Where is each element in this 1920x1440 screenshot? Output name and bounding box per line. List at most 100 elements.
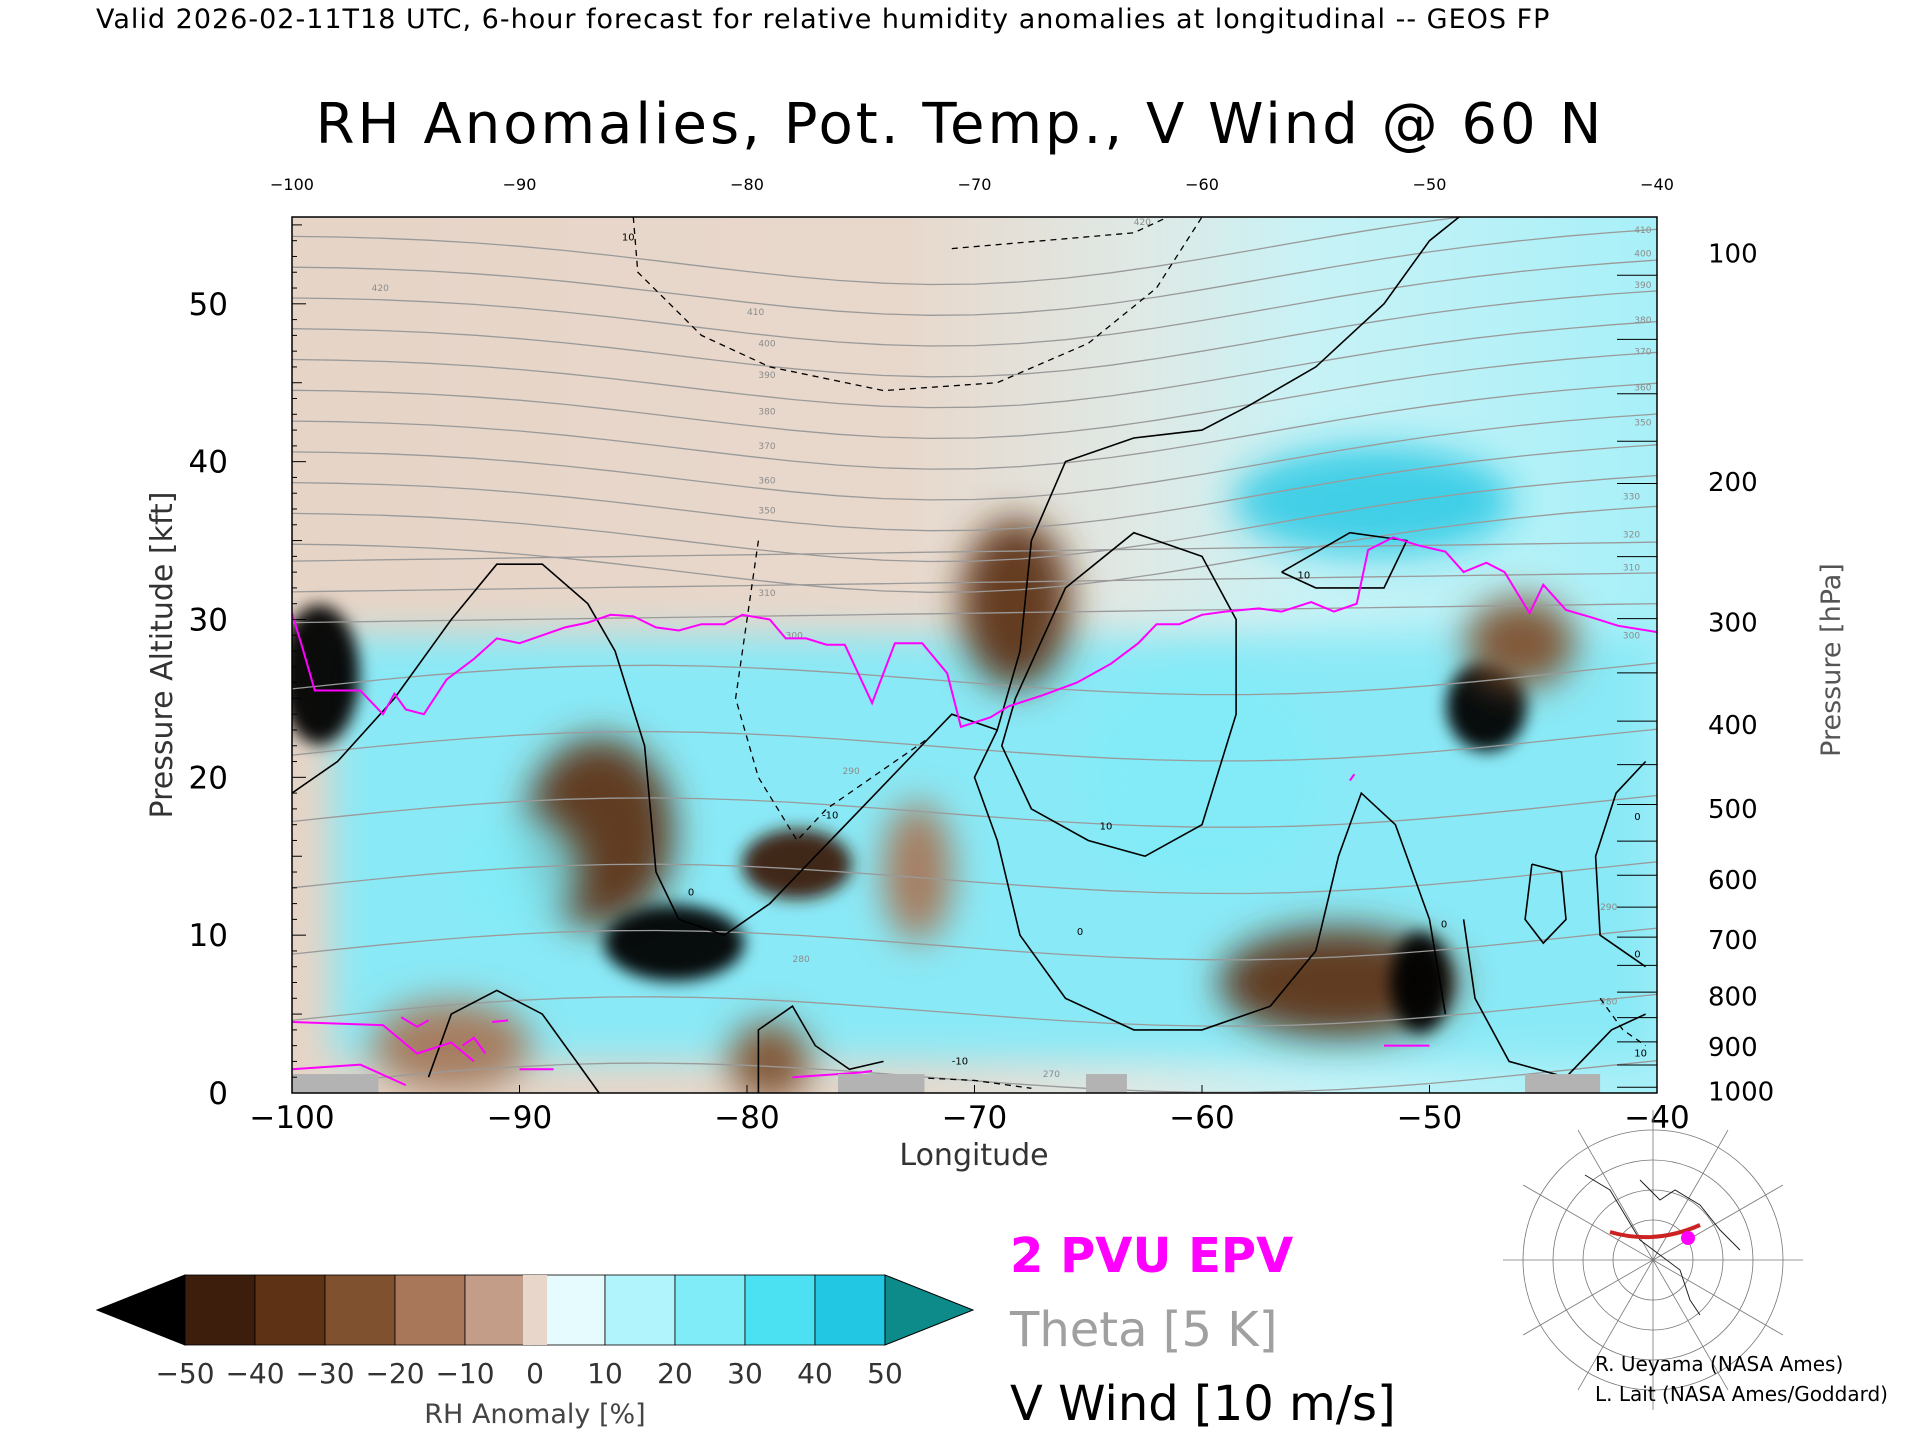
theta-contour-label: 410 (747, 308, 764, 318)
terrain-block (1525, 1074, 1601, 1093)
colorbar-swatch (674, 1274, 746, 1346)
theta-contour-line (292, 444, 1657, 532)
theta-contour-label: 310 (758, 589, 775, 599)
theta-contour-label: 410 (1634, 226, 1651, 236)
colorbar-tick-label: −20 (365, 1357, 424, 1390)
rh-anomaly-blob-shape (960, 518, 1071, 689)
pressure-tick-label: 100 (1708, 239, 1758, 269)
y-tick-label: 40 (189, 445, 228, 481)
x-tick-label: −80 (714, 1100, 779, 1136)
v-wind-negative-contour (1599, 997, 1646, 1047)
rh-anomaly-blob (459, 812, 580, 933)
theta-contour-line (292, 259, 1657, 347)
pressure-tick-label: 300 (1708, 609, 1758, 639)
theta-contour-line (292, 505, 1657, 593)
top-tick-label: −60 (1185, 175, 1219, 194)
top-tick-label: −70 (958, 175, 992, 194)
epv-lowlevel-contour (792, 1069, 873, 1079)
rh-anomaly-blob (1082, 667, 1322, 888)
theta-contour-label: 330 (1623, 493, 1640, 503)
rh-anomaly-blob-shape (729, 1021, 810, 1093)
terrain-block (292, 1074, 379, 1093)
colorbar-swatch (394, 1274, 466, 1346)
pressure-tick-label: 1000 (1708, 1077, 1774, 1107)
v-wind-zero-contour (973, 729, 1447, 1031)
colorbar-tick-label: −30 (295, 1357, 354, 1390)
y-axis-label-right: Pressure [hPa] (1816, 563, 1847, 757)
colorbar-tick-label: 30 (727, 1357, 763, 1390)
x-tick-label: −40 (1624, 1100, 1689, 1136)
inset-location-marker (1681, 1231, 1695, 1245)
v-wind-contour-label: 0 (1441, 919, 1447, 930)
colorbar-tick-label: −10 (435, 1357, 494, 1390)
theta-contour-label: 360 (1634, 384, 1651, 394)
colorbar-zero-band (523, 1275, 547, 1345)
theta-contour-line (292, 794, 1657, 828)
theta-contour-line (292, 541, 1657, 562)
rh-anomaly-blob (1465, 598, 1576, 689)
theta-contour-label: 390 (1634, 281, 1651, 291)
v-wind-zero-contour (427, 989, 600, 1093)
v-wind-contour-label: -10 (952, 1057, 968, 1068)
v-wind-contour-label: 10 (1634, 1049, 1647, 1060)
theta-contour-label: 350 (1634, 418, 1651, 428)
pressure-tick-label: 600 (1708, 866, 1758, 896)
epv-lowlevel-contour (492, 1019, 509, 1023)
legend-epv: 2 PVU EPV (1010, 1228, 1293, 1284)
v-wind-zero-contour (1594, 760, 1647, 968)
y-tick-label: 50 (189, 287, 228, 323)
v-wind-contours (292, 217, 1647, 1093)
rh-anomaly-blob-shape (882, 802, 953, 943)
terrain-block (838, 1074, 925, 1093)
theta-contour-line (292, 290, 1657, 378)
colorbar-high-arrow (884, 1274, 975, 1346)
theta-contour-label: 290 (843, 767, 860, 777)
theta-contour-line (292, 228, 1657, 316)
y-tick-label: 0 (208, 1076, 228, 1112)
colorbar-tick-label: 10 (587, 1357, 623, 1390)
inset-meridian (1652, 1129, 1729, 1261)
top-tick-label: −40 (1640, 175, 1674, 194)
rh-anomaly-blob-shape (1465, 598, 1576, 689)
theta-contours (292, 217, 1657, 1093)
theta-contour-line (292, 474, 1657, 563)
theta-contour-label: 320 (1623, 530, 1640, 540)
v-wind-contour-label: 0 (1077, 927, 1083, 938)
colorbar-low-arrow (95, 1274, 186, 1346)
legend-vwind-label: V Wind [10 m/s] (1010, 1376, 1396, 1432)
theta-contour-label: 380 (758, 407, 775, 417)
legend-epv-label: 2 PVU EPV (1010, 1228, 1294, 1284)
rh-anomaly-blob (729, 1021, 810, 1093)
pressure-tick-label: 900 (1708, 1033, 1758, 1063)
pressure-tick-label: 700 (1708, 926, 1758, 956)
theta-contour-label: 350 (758, 507, 775, 517)
legend-theta-label: Theta [5 K] (1010, 1302, 1278, 1358)
epv-lowlevel-group (292, 773, 1430, 1087)
theta-contour-label: 300 (786, 631, 803, 641)
inset-meridian (1522, 1259, 1654, 1336)
colorbar-tick-label: −40 (225, 1357, 284, 1390)
theta-contour-line (292, 217, 1466, 286)
inset-meridian (1577, 1259, 1654, 1391)
theta-contour-line (292, 572, 1657, 593)
theta-contour-line (292, 927, 1657, 961)
v-wind-contour-label: 10 (622, 233, 635, 244)
theta-contour-line (292, 351, 1657, 440)
colorbar-swatch (604, 1274, 676, 1346)
v-wind-positive-contour (1281, 531, 1408, 589)
theta-contour-line (292, 728, 1657, 762)
rh-anomaly-blob (742, 829, 853, 900)
epv-lowlevel-contour (292, 1021, 475, 1063)
inset-section-line (1609, 1223, 1701, 1240)
theta-contour-label: 390 (758, 371, 775, 381)
x-axis-label: Longitude (899, 1138, 1048, 1173)
v-wind-negative-contour (951, 217, 1169, 250)
credit-lait: L. Lait (NASA Ames/Goddard) (1595, 1382, 1888, 1406)
rh-anomaly-blob-shape (1082, 667, 1322, 888)
inset-meridian (1652, 1184, 1784, 1261)
v-wind-positive-contour (1000, 531, 1237, 858)
theta-contour-label: 280 (793, 955, 810, 965)
theta-contour-label: 300 (1623, 631, 1640, 641)
theta-contour-label: 400 (758, 339, 775, 349)
x-tick-label: −50 (1397, 1100, 1462, 1136)
